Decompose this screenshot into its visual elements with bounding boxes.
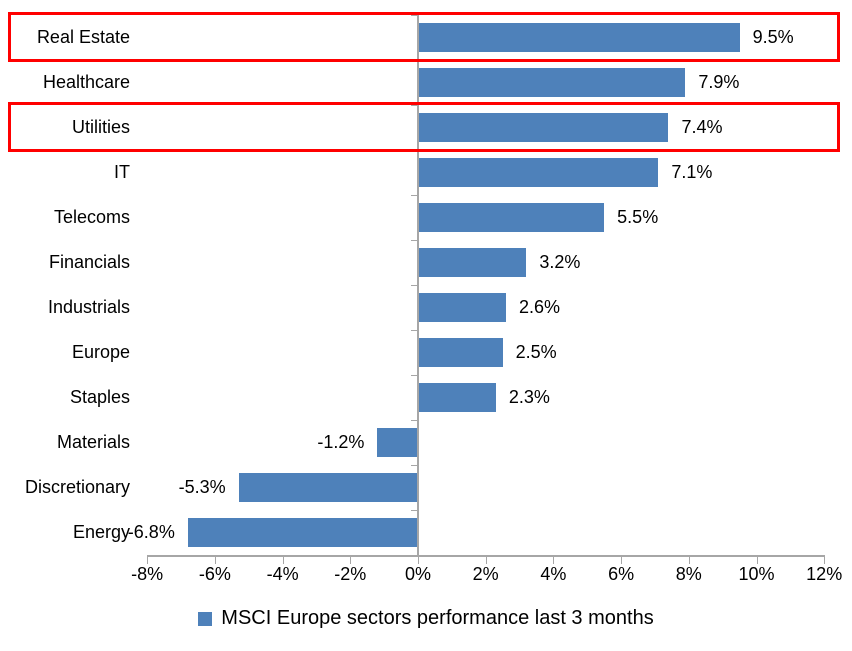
value-label: 9.5% <box>752 27 794 47</box>
category-label: Energy <box>72 522 130 542</box>
category-axis-tick <box>411 465 417 466</box>
bar <box>418 338 503 367</box>
x-axis-tick <box>485 557 487 564</box>
bar <box>418 113 669 142</box>
value-label: -6.8% <box>127 522 175 542</box>
x-axis-tick-label: 4% <box>540 564 567 584</box>
category-axis-tick <box>411 375 417 376</box>
bar <box>418 68 686 97</box>
category-axis-line <box>417 15 419 557</box>
value-label: 3.2% <box>539 252 581 272</box>
category-label: Industrials <box>47 297 130 317</box>
x-axis-tick-label: 6% <box>608 564 635 584</box>
value-label: 2.5% <box>515 342 557 362</box>
x-axis-tick <box>688 557 690 564</box>
category-label: Telecoms <box>53 207 130 227</box>
x-axis-tick <box>756 557 758 564</box>
bar <box>187 518 418 547</box>
x-axis-tick <box>621 557 623 564</box>
category-axis-tick <box>411 285 417 286</box>
category-axis-tick <box>411 240 417 241</box>
value-label: -1.2% <box>317 432 365 452</box>
x-axis-tick-label: 8% <box>675 564 702 584</box>
value-label: 7.4% <box>681 117 723 137</box>
category-label: Europe <box>71 342 130 362</box>
category-axis-tick <box>411 105 417 106</box>
bar <box>418 203 605 232</box>
x-axis-tick-label: -8% <box>131 564 164 584</box>
x-axis-tick <box>418 557 419 564</box>
value-label: 7.1% <box>671 162 713 182</box>
category-axis-tick <box>411 195 417 196</box>
x-axis-tick <box>282 557 284 564</box>
x-axis-tick <box>350 557 352 564</box>
category-label: Discretionary <box>24 477 130 497</box>
bar <box>418 158 659 187</box>
value-label: 2.3% <box>508 387 550 407</box>
category-label: Financials <box>48 252 130 272</box>
x-axis-tick-label: 10% <box>738 564 775 584</box>
value-label: 5.5% <box>617 207 659 227</box>
legend-label: MSCI Europe sectors performance last 3 m… <box>221 607 654 629</box>
bar <box>418 293 506 322</box>
bar <box>418 23 740 52</box>
x-axis-tick <box>553 557 555 564</box>
category-axis-tick <box>411 15 417 16</box>
category-label: Utilities <box>71 117 130 137</box>
bar <box>238 473 418 502</box>
x-axis-tick-label: 2% <box>472 564 499 584</box>
category-label: Healthcare <box>42 72 130 92</box>
x-axis-tick <box>824 557 826 564</box>
category-label: Materials <box>56 432 130 452</box>
legend-series-swatch-icon <box>198 611 213 626</box>
category-axis-tick <box>411 555 417 556</box>
category-label: IT <box>114 162 130 182</box>
bar <box>418 383 496 412</box>
value-label: 2.6% <box>519 297 561 317</box>
category-axis-tick <box>411 60 417 61</box>
bar <box>377 428 418 457</box>
category-axis-tick <box>411 510 417 511</box>
x-axis-tick <box>147 557 149 564</box>
category-axis-tick <box>411 420 417 421</box>
x-axis-tick-label: 12% <box>806 564 843 584</box>
x-axis-tick-label: -6% <box>198 564 231 584</box>
category-label: Real Estate <box>36 27 130 47</box>
x-axis-tick-label: -4% <box>266 564 299 584</box>
x-axis-line <box>147 555 826 557</box>
x-axis-tick-label: 0% <box>404 564 431 584</box>
category-label: Staples <box>69 387 130 407</box>
category-axis-tick <box>411 330 417 331</box>
bar <box>418 248 527 277</box>
value-label: -5.3% <box>178 477 226 497</box>
category-axis-tick <box>411 150 417 151</box>
x-axis-tick <box>214 557 216 564</box>
legend: MSCI Europe sectors performance last 3 m… <box>0 607 852 630</box>
value-label: 7.9% <box>698 72 740 92</box>
x-axis-tick-label: -2% <box>334 564 367 584</box>
